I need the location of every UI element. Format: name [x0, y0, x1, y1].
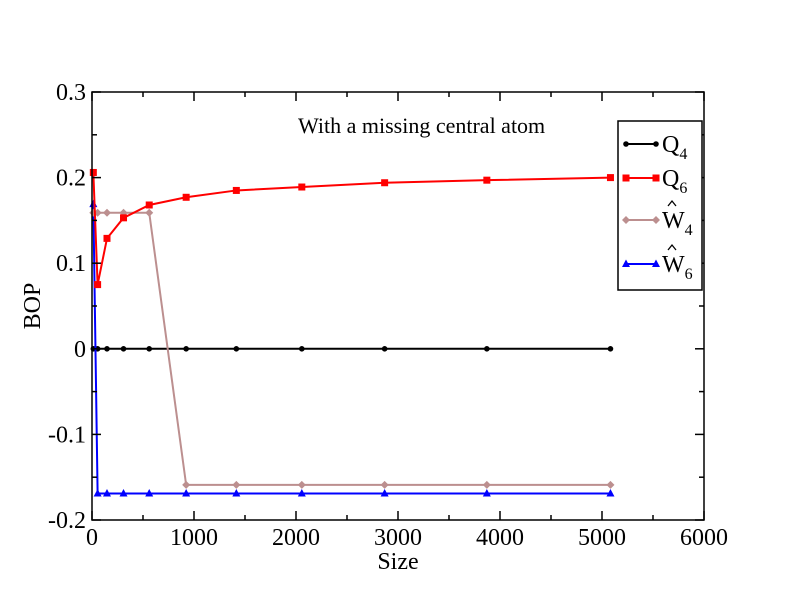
legend-item-q6: Q6 — [622, 166, 687, 197]
data-point-q4 — [484, 346, 490, 352]
data-point-w6 — [145, 488, 154, 497]
data-point-w6 — [93, 488, 102, 497]
data-point-q4 — [381, 346, 388, 352]
data-point-q4 — [104, 346, 110, 352]
y-tick-label: 0.1 — [56, 251, 86, 277]
y-tick-label: -0.1 — [48, 422, 86, 448]
x-tick-label: 5000 — [578, 525, 626, 551]
data-point-q6 — [145, 201, 153, 209]
legend-box — [617, 120, 703, 291]
data-point-q6 — [483, 176, 491, 184]
legend-item-w4: W4 — [622, 199, 693, 239]
data-point-w4 — [380, 480, 389, 489]
series-w4 — [89, 208, 615, 489]
series-layer — [89, 168, 615, 497]
data-point-q6 — [298, 183, 306, 191]
data-point-w6 — [182, 488, 191, 497]
data-point-q4 — [607, 346, 614, 352]
legend-marker — [622, 174, 630, 182]
data-point-w6 — [482, 488, 491, 497]
ticks-layer: 0 1000 2000 3000 4000 5000 6000 -0.2 -0.1 0 0.1 0.2… — [48, 80, 728, 551]
y-tick-label: 0.3 — [56, 80, 86, 106]
data-point-q4 — [233, 346, 240, 352]
data-point-q4 — [120, 346, 127, 352]
data-point-q6 — [103, 234, 111, 242]
data-point-w6 — [232, 488, 241, 497]
y-axis-label: BOP — [20, 283, 46, 330]
legend-marker — [652, 174, 660, 182]
legend-item-q4: Q4 — [623, 132, 687, 163]
legend-label-base: W — [662, 208, 685, 234]
data-point-q6 — [94, 281, 102, 289]
legend-label-subscript: 6 — [679, 180, 687, 197]
data-point-q6 — [120, 214, 128, 222]
data-point-w6 — [102, 488, 111, 497]
data-point-w4 — [232, 480, 241, 489]
data-point-w6 — [380, 488, 389, 497]
hat-accent-icon — [667, 199, 677, 207]
legend-label: Q6 — [662, 166, 687, 197]
legend-label-base: Q — [662, 132, 679, 158]
data-point-w6 — [606, 488, 615, 497]
hat-accent-icon — [667, 243, 677, 251]
x-axis-label: Size — [377, 549, 418, 575]
x-tick-label: 1000 — [170, 525, 218, 551]
x-tick-label: 0 — [86, 525, 98, 551]
data-point-w4 — [182, 480, 191, 489]
legend-item-w6: W6 — [622, 243, 693, 283]
data-point-w4 — [297, 480, 306, 489]
data-point-q4 — [183, 346, 189, 352]
legend-label: W6 — [662, 252, 693, 283]
data-point-q6 — [606, 174, 614, 182]
legend-marker — [652, 216, 660, 224]
legend-label-subscript: 4 — [685, 222, 693, 239]
data-point-q4 — [146, 346, 153, 352]
y-tick-label: 0 — [74, 337, 86, 363]
data-point-q4 — [299, 346, 305, 352]
legend-marker — [622, 259, 630, 267]
data-point-w6 — [119, 488, 128, 497]
legend-marker — [623, 141, 629, 147]
data-point-w6 — [297, 488, 306, 497]
chart-annotation: With a missing central atom — [298, 113, 545, 138]
data-point-w4 — [145, 208, 154, 217]
legend-label-subscript: 6 — [685, 266, 693, 283]
legend-label-base: Q — [662, 166, 679, 192]
data-point-q6 — [232, 186, 240, 194]
legend-label-subscript: 4 — [679, 146, 687, 163]
x-tick-label: 6000 — [680, 525, 728, 551]
y-tick-label: -0.2 — [48, 508, 86, 534]
legend-label: W4 — [662, 208, 693, 239]
data-point-w4 — [102, 208, 111, 217]
legend-label-base: W — [662, 252, 685, 278]
data-point-q6 — [381, 179, 389, 187]
legend-marker — [622, 216, 630, 224]
y-tick-label: 0.2 — [56, 166, 86, 192]
data-point-q6 — [89, 168, 97, 176]
x-tick-label: 3000 — [374, 525, 422, 551]
legend-marker — [653, 141, 659, 147]
legend-label: Q4 — [662, 132, 687, 163]
series-q6 — [89, 168, 614, 289]
data-point-q6 — [182, 193, 190, 201]
x-tick-label: 4000 — [476, 525, 524, 551]
data-point-w4 — [606, 480, 615, 489]
series-w6 — [89, 199, 615, 497]
legend-marker — [652, 259, 660, 267]
x-tick-label: 2000 — [272, 525, 320, 551]
data-point-w4 — [482, 480, 491, 489]
